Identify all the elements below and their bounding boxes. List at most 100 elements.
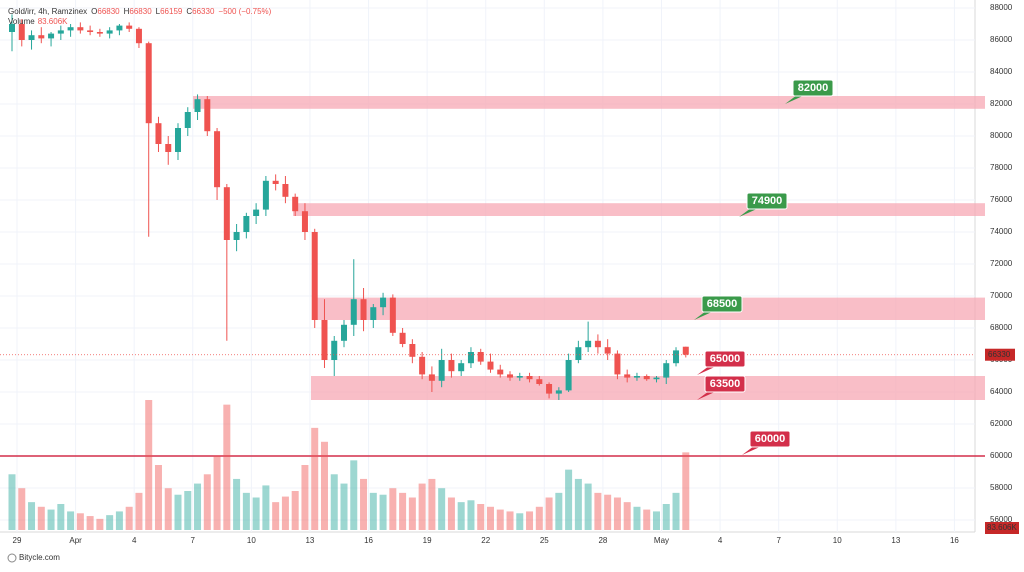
- axes: 5600058000600006200064000660006800070000…: [0, 3, 1019, 545]
- zones: [0, 96, 985, 457]
- candle-body: [604, 347, 611, 354]
- volume-bar: [526, 511, 534, 530]
- callout: 82000: [785, 79, 834, 104]
- ohlc-value: 66830: [129, 7, 152, 16]
- volume-bar: [613, 497, 621, 530]
- callout-pointer: [785, 95, 805, 104]
- volume-bar: [389, 488, 397, 530]
- candle-body: [243, 216, 250, 232]
- callout-box: [749, 430, 791, 448]
- volume-bars: [8, 400, 690, 530]
- x-tick-label: 29: [13, 536, 22, 545]
- x-tick-label: 13: [891, 536, 900, 545]
- x-tick-label: 16: [364, 536, 373, 545]
- candle-body: [663, 363, 670, 378]
- callout-label: 63500: [710, 378, 741, 390]
- volume-bar: [584, 483, 592, 530]
- callouts: 82000 74900 68500 65000 63500 60000: [694, 79, 834, 455]
- candle-body: [419, 356, 426, 375]
- candle-body: [223, 187, 230, 240]
- volume-bar: [115, 511, 123, 530]
- callout-pointer: [739, 208, 759, 217]
- volume-bar: [184, 491, 192, 530]
- volume-bar: [203, 474, 211, 530]
- volume-bar: [233, 478, 241, 530]
- volume-bar: [379, 494, 387, 530]
- volume-bar: [418, 483, 426, 530]
- candle-body: [585, 340, 592, 348]
- volume-bar: [438, 488, 446, 530]
- volume-bar: [8, 474, 16, 530]
- y-tick-label: 62000: [990, 419, 1013, 428]
- volume-bar: [408, 497, 416, 530]
- y-tick-label: 80000: [990, 131, 1013, 140]
- volume-bar: [291, 491, 299, 530]
- candle-body: [643, 376, 650, 380]
- candle-body: [253, 209, 260, 216]
- callout-label: 60000: [755, 433, 786, 445]
- volume-bar: [447, 497, 455, 530]
- candle-body: [116, 25, 123, 31]
- volume-bar: [106, 515, 114, 530]
- candle-body: [399, 332, 406, 344]
- volume-bar: [545, 497, 553, 530]
- y-tick-label: 82000: [990, 99, 1013, 108]
- volume-bar: [496, 509, 504, 530]
- volume-bar: [477, 504, 485, 530]
- volume-bar: [574, 478, 582, 530]
- callout-box: [746, 192, 788, 210]
- candle-body: [87, 30, 94, 32]
- candle-body: [516, 376, 523, 378]
- zone: [311, 376, 985, 400]
- volume-bar: [457, 502, 465, 530]
- x-tick-label: 16: [950, 536, 959, 545]
- candle-body: [350, 299, 357, 325]
- volume-bar: [565, 469, 573, 530]
- volume-bar: [67, 511, 75, 530]
- volume-bar: [164, 488, 172, 530]
- candle-body: [682, 346, 689, 355]
- y-tick-label: 84000: [990, 67, 1013, 76]
- volume-bar: [594, 492, 602, 530]
- candle-body: [301, 211, 308, 232]
- x-tick-label: 19: [423, 536, 432, 545]
- candle-body: [438, 360, 445, 381]
- x-tick-label: 4: [132, 536, 137, 545]
- y-tick-label: 86000: [990, 35, 1013, 44]
- volume-bar: [350, 460, 358, 530]
- callout-label: 82000: [798, 82, 829, 94]
- candle-body: [282, 184, 289, 197]
- zone: [193, 96, 985, 109]
- y-tick-label: 72000: [990, 259, 1013, 268]
- candle-body: [57, 30, 64, 34]
- volume-bar: [623, 502, 631, 530]
- x-tick-label: 10: [247, 536, 256, 545]
- volume-tag-label: 83.606K: [987, 523, 1017, 532]
- candle-body: [624, 374, 631, 378]
- candle-body: [96, 32, 103, 34]
- x-tick-label: 28: [598, 536, 607, 545]
- candle-body: [28, 35, 35, 40]
- volume-tag: [985, 522, 1019, 534]
- candle-body: [409, 344, 416, 357]
- candle-body: [633, 376, 640, 378]
- candle-body: [370, 307, 377, 320]
- candle-body: [155, 123, 162, 144]
- volume-bar: [672, 492, 680, 530]
- volume-header: Volume 83.606K: [8, 17, 68, 26]
- volume-bar: [135, 492, 143, 530]
- volume-bar: [18, 488, 26, 530]
- callout: 65000: [697, 350, 746, 375]
- volume-bar: [399, 492, 407, 530]
- zone: [313, 297, 985, 320]
- candle-body: [292, 196, 299, 212]
- candle-body: [575, 347, 582, 360]
- candle-body: [467, 352, 474, 364]
- candle-body: [614, 353, 621, 375]
- candle-body: [594, 340, 601, 348]
- candle-body: [272, 180, 279, 184]
- x-tick-label: 10: [833, 536, 842, 545]
- candle-body: [175, 128, 182, 152]
- callout-pointer: [697, 366, 717, 375]
